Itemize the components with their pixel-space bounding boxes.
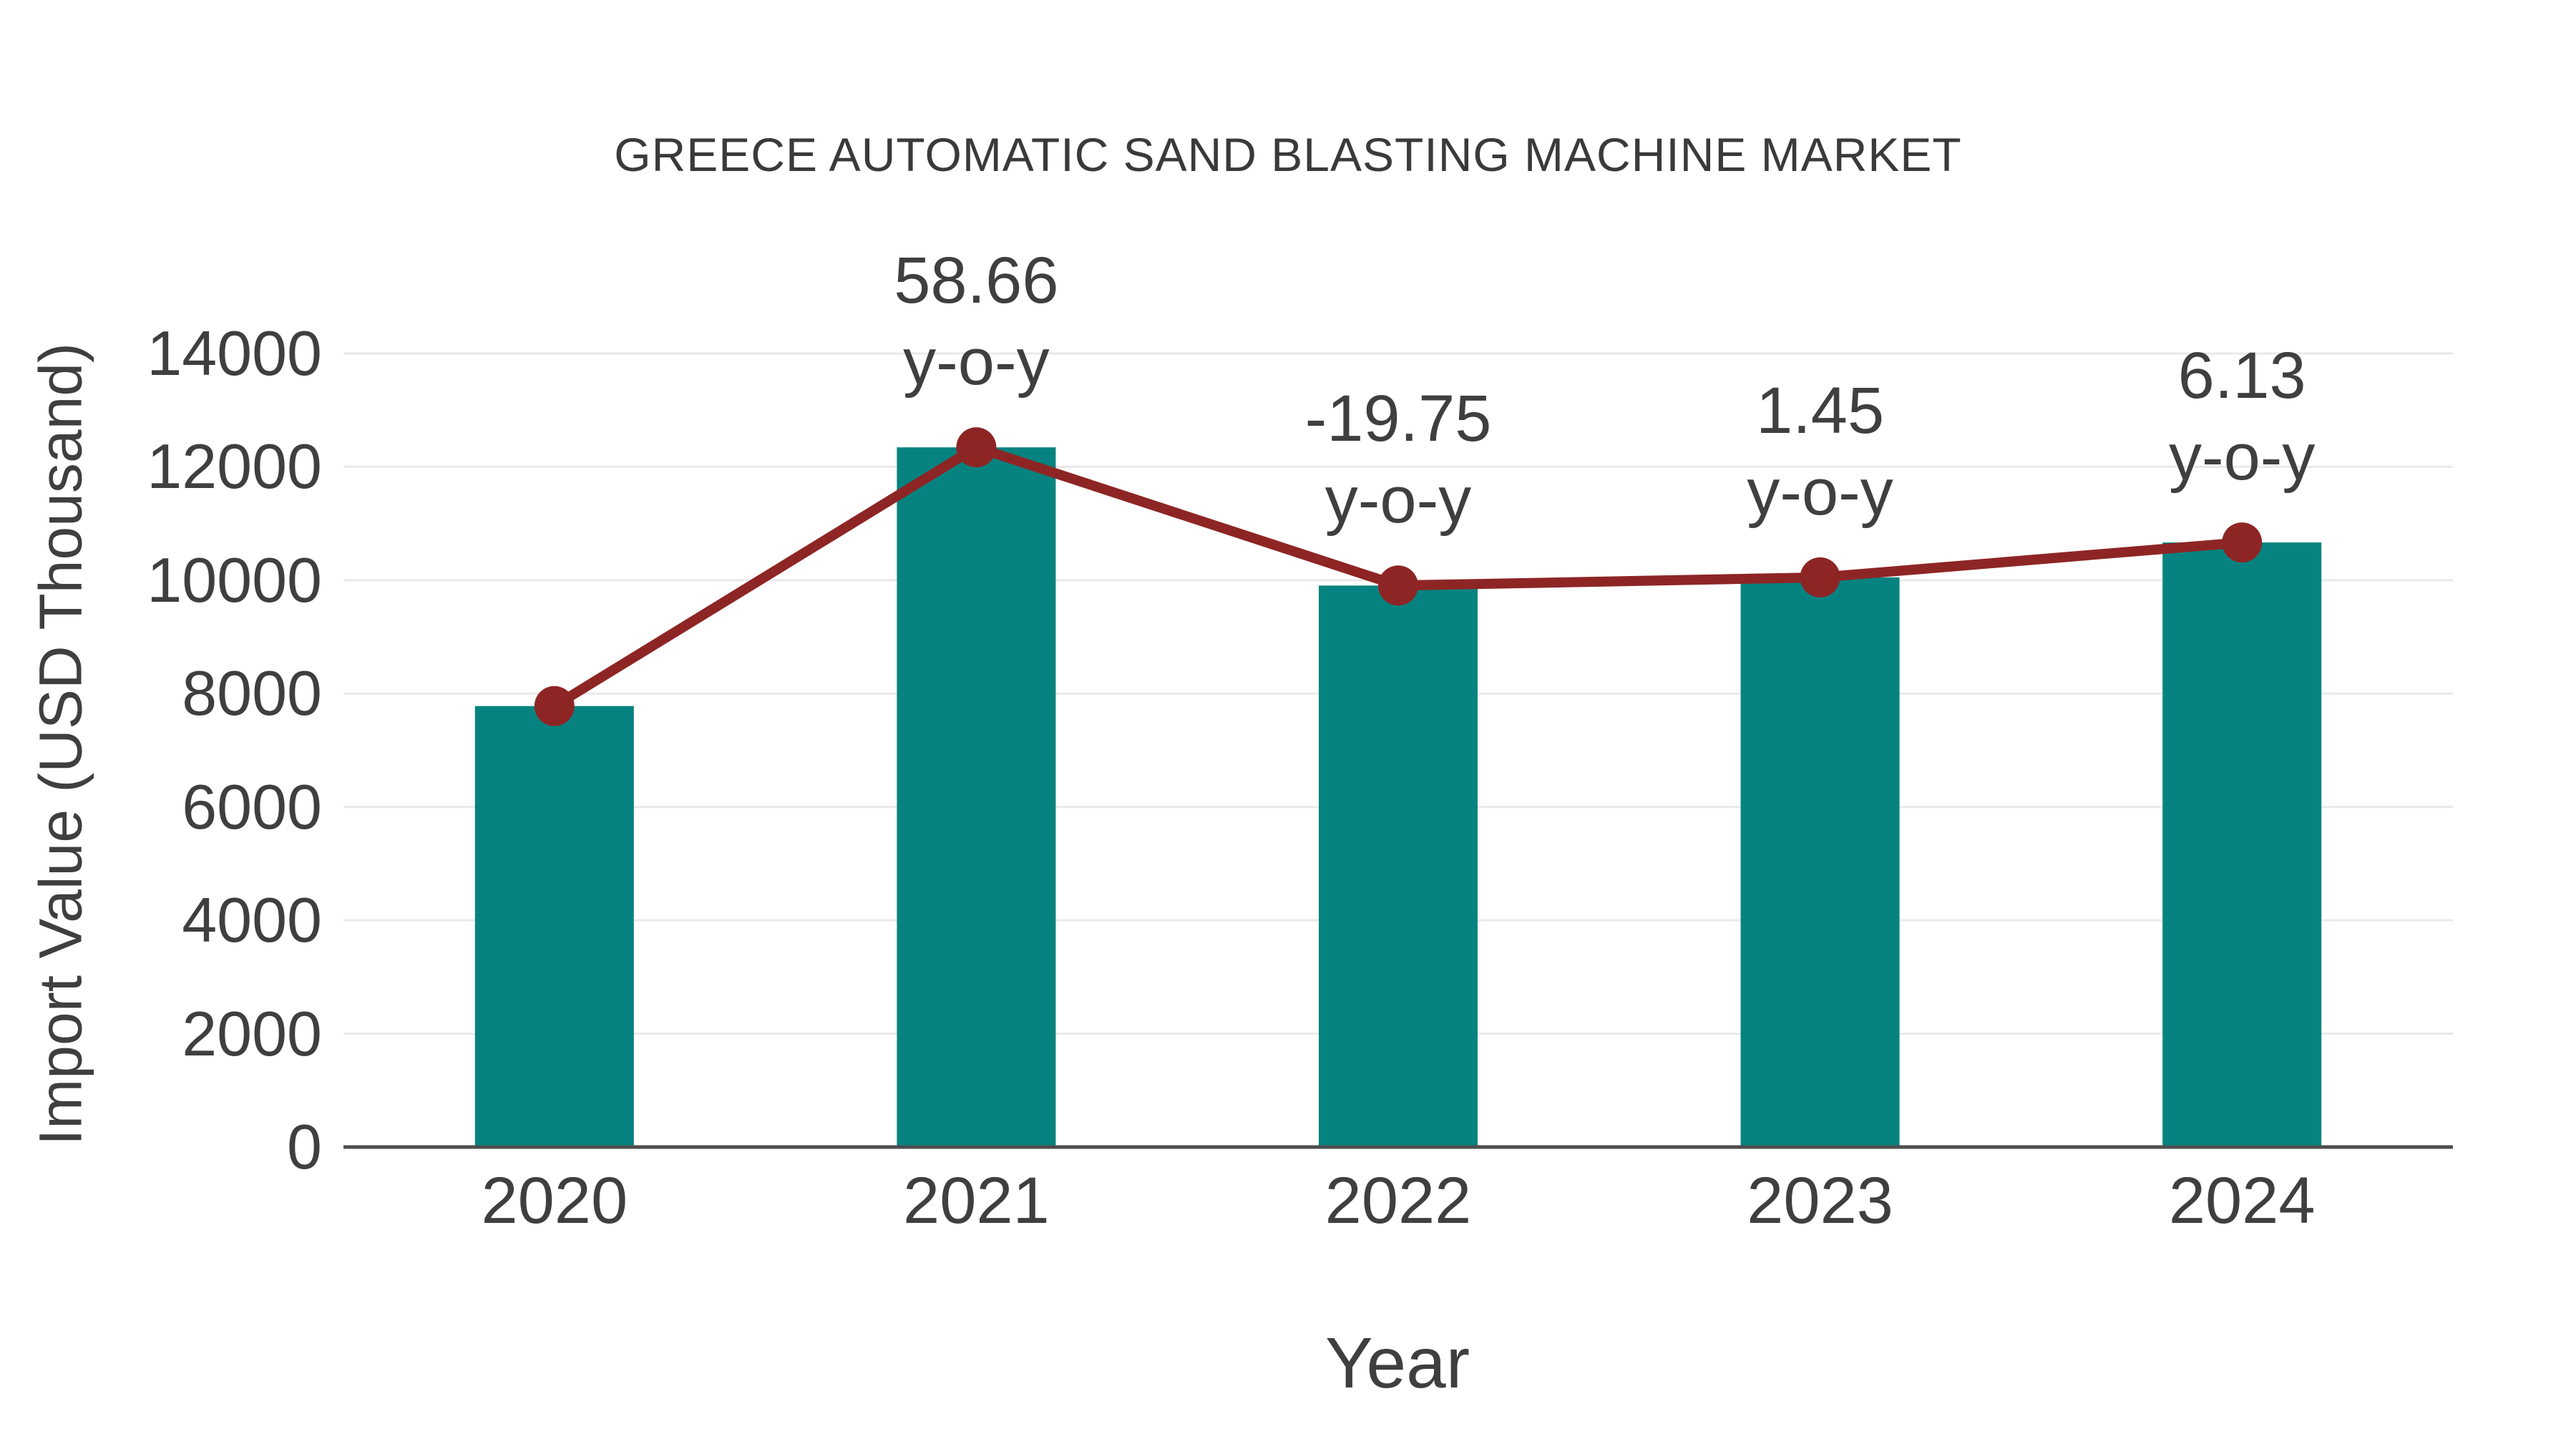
x-tick-label-2022: 2022 xyxy=(1324,1164,1472,1237)
annotation-suffix: y-o-y xyxy=(2168,421,2316,494)
x-axis-title: Year xyxy=(1324,1323,1470,1403)
annotation-value: 58.66 xyxy=(894,244,1059,318)
annotation-suffix: y-o-y xyxy=(1747,455,1893,529)
data-point-marker-2022 xyxy=(1378,565,1418,606)
annotation-2023: 1.45 y-o-y xyxy=(1599,370,2042,533)
annotation-suffix: y-o-y xyxy=(1324,464,1472,537)
annotation-value: 1.45 xyxy=(1756,374,1885,447)
annotation-value: -19.75 xyxy=(1304,382,1492,456)
data-point-marker-2023 xyxy=(1800,557,1840,597)
x-tick-label-2023: 2023 xyxy=(1747,1164,1893,1237)
bar-2024 xyxy=(2162,542,2322,1147)
annotation-2024: 6.13 y-o-y xyxy=(2020,335,2464,498)
y-tick-label-14000: 14000 xyxy=(147,318,322,389)
bar-2022 xyxy=(1319,585,1478,1147)
annotation-suffix: y-o-y xyxy=(903,326,1050,399)
annotation-2021: 58.66 y-o-y xyxy=(754,240,1198,403)
x-tick-label-2024: 2024 xyxy=(2168,1164,2316,1237)
y-tick-label-2000: 2000 xyxy=(182,997,322,1069)
data-point-marker-2020 xyxy=(534,686,575,726)
annotation-2022: -19.75 y-o-y xyxy=(1176,378,1620,541)
bar-2023 xyxy=(1740,577,1900,1147)
x-tick-label-2020: 2020 xyxy=(481,1164,628,1237)
annotation-value: 6.13 xyxy=(2177,339,2306,413)
chart-title: GREECE AUTOMATIC SAND BLASTING MACHINE M… xyxy=(614,128,1962,181)
data-point-marker-2024 xyxy=(2222,522,2263,563)
y-tick-label-6000: 6000 xyxy=(182,771,322,842)
y-tick-label-10000: 10000 xyxy=(147,544,322,615)
data-point-marker-2021 xyxy=(956,427,997,468)
y-tick-label-8000: 8000 xyxy=(182,658,322,729)
y-tick-label-0: 0 xyxy=(287,1111,322,1182)
x-tick-label-2021: 2021 xyxy=(903,1164,1050,1237)
bar-2021 xyxy=(897,447,1056,1147)
y-tick-label-12000: 12000 xyxy=(147,431,322,502)
y-tick-label-4000: 4000 xyxy=(182,884,322,956)
bar-2020 xyxy=(474,706,634,1147)
